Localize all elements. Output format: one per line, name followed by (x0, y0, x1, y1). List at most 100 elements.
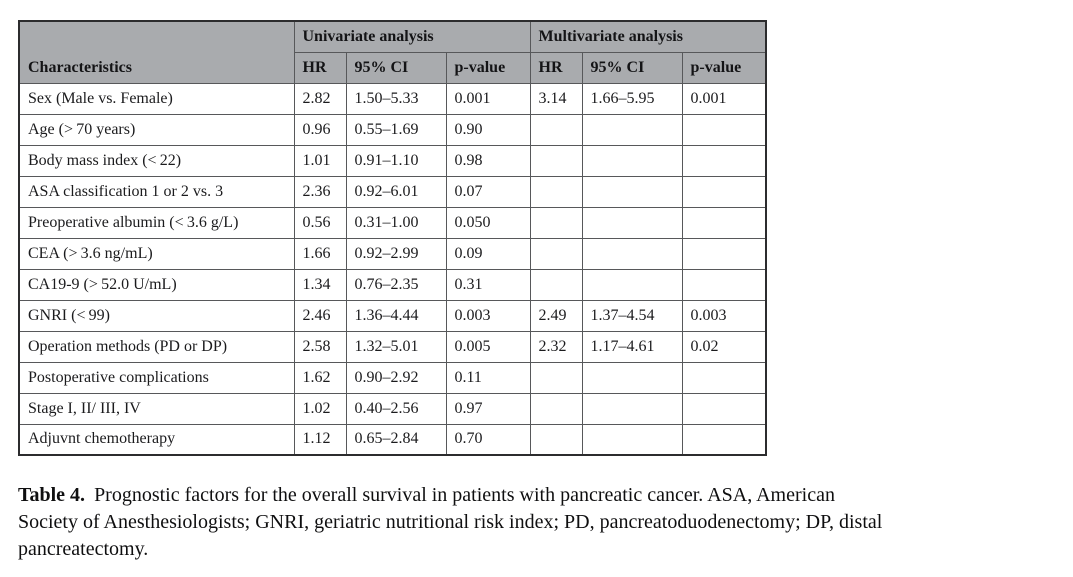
uni-hr-cell: 2.46 (293, 299, 347, 332)
uni-p-cell: 0.98 (445, 144, 531, 177)
multi-ci-cell: 1.37–4.54 (581, 299, 683, 332)
characteristic-cell: Body mass index (< 22) (18, 144, 295, 177)
multi-hr-cell (529, 113, 583, 146)
multi-p-cell (681, 144, 767, 177)
multi-hr-cell (529, 175, 583, 208)
uni-ci-cell: 0.92–2.99 (345, 237, 447, 270)
uni-p-cell: 0.70 (445, 423, 531, 456)
multi-hr-cell (529, 268, 583, 301)
characteristic-cell: Postoperative complications (18, 361, 295, 394)
uni-p-cell: 0.050 (445, 206, 531, 239)
table-row: CEA (> 3.6 ng/mL) 1.66 0.92–2.99 0.09 (18, 237, 767, 270)
multi-ci-cell (581, 423, 683, 456)
uni-hr-cell: 2.36 (293, 175, 347, 208)
uni-hr-cell: 1.34 (293, 268, 347, 301)
caption-line: pancreatectomy. (18, 538, 149, 560)
multi-hr-cell (529, 361, 583, 394)
table-row: Age (> 70 years) 0.96 0.55–1.69 0.90 (18, 113, 767, 146)
multi-hr-header: HR (529, 51, 583, 84)
multi-hr-cell: 2.32 (529, 330, 583, 363)
multi-p-cell (681, 268, 767, 301)
uni-p-cell: 0.90 (445, 113, 531, 146)
caption-text: Prognostic factors for the overall survi… (94, 484, 835, 506)
table-row: ASA classification 1 or 2 vs. 3 2.36 0.92–… (18, 175, 767, 208)
multi-hr-cell (529, 144, 583, 177)
characteristic-cell: CA19-9 (> 52.0 U/mL) (18, 268, 295, 301)
multi-ci-cell: 1.17–4.61 (581, 330, 683, 363)
multi-hr-cell (529, 237, 583, 270)
multi-ci-cell (581, 237, 683, 270)
uni-ci-cell: 1.50–5.33 (345, 82, 447, 115)
characteristic-cell: GNRI (< 99) (18, 299, 295, 332)
uni-hr-cell: 0.96 (293, 113, 347, 146)
multi-hr-cell (529, 392, 583, 425)
multi-ci-cell (581, 392, 683, 425)
uni-p-cell: 0.11 (445, 361, 531, 394)
table-row: Adjuvnt chemotherapy 1.12 0.65–2.84 0.70 (18, 423, 767, 456)
characteristic-cell: Preoperative albumin (< 3.6 g/L) (18, 206, 295, 239)
multi-p-cell (681, 175, 767, 208)
table-caption: Table 4. Prognostic factors for the overa… (18, 482, 1068, 563)
multi-p-cell (681, 206, 767, 239)
table-row: Preoperative albumin (< 3.6 g/L) 0.56 0.31… (18, 206, 767, 239)
multi-hr-cell (529, 423, 583, 456)
prognostic-factors-table: Characteristics Univariate analysis Mult… (18, 20, 768, 456)
uni-ci-cell: 0.55–1.69 (345, 113, 447, 146)
characteristic-cell: Stage I, II/ III, IV (18, 392, 295, 425)
multi-ci-cell (581, 175, 683, 208)
multi-hr-cell: 2.49 (529, 299, 583, 332)
characteristic-cell: ASA classification 1 or 2 vs. 3 (18, 175, 295, 208)
uni-hr-cell: 0.56 (293, 206, 347, 239)
uni-ci-cell: 0.40–2.56 (345, 392, 447, 425)
table-row: Operation methods (PD or DP) 2.58 1.32–5.0… (18, 330, 767, 363)
uni-hr-cell: 1.66 (293, 237, 347, 270)
caption-line: Table 4. Prognostic factors for the overa… (18, 482, 1068, 509)
uni-p-cell: 0.97 (445, 392, 531, 425)
multi-p-cell: 0.003 (681, 299, 767, 332)
uni-p-cell: 0.001 (445, 82, 531, 115)
multi-hr-cell (529, 206, 583, 239)
multi-p-cell (681, 392, 767, 425)
uni-p-cell: 0.09 (445, 237, 531, 270)
uni-p-header: p-value (445, 51, 531, 84)
uni-p-cell: 0.003 (445, 299, 531, 332)
uni-hr-cell: 1.02 (293, 392, 347, 425)
characteristics-header: Characteristics (18, 20, 295, 84)
multi-ci-cell (581, 144, 683, 177)
characteristic-cell: Age (> 70 years) (18, 113, 295, 146)
table-row: CA19-9 (> 52.0 U/mL) 1.34 0.76–2.35 0.31 (18, 268, 767, 301)
multi-ci-header: 95% CI (581, 51, 683, 84)
uni-hr-header: HR (293, 51, 347, 84)
table-row: Sex (Male vs. Female) 2.82 1.50–5.33 0.001 3… (18, 82, 767, 115)
multi-p-header: p-value (681, 51, 767, 84)
uni-ci-cell: 1.36–4.44 (345, 299, 447, 332)
characteristic-cell: Operation methods (PD or DP) (18, 330, 295, 363)
multi-p-cell: 0.02 (681, 330, 767, 363)
multi-ci-cell: 1.66–5.95 (581, 82, 683, 115)
univariate-group-header: Univariate analysis (293, 20, 531, 53)
multi-ci-cell (581, 268, 683, 301)
multi-ci-cell (581, 361, 683, 394)
caption-line: Society of Anesthesiologists; GNRI, geri… (18, 511, 883, 533)
multi-p-cell (681, 361, 767, 394)
uni-ci-cell: 0.91–1.10 (345, 144, 447, 177)
table-row: Body mass index (< 22) 1.01 0.91–1.10 0.98 (18, 144, 767, 177)
uni-p-cell: 0.07 (445, 175, 531, 208)
table-row: GNRI (< 99) 2.46 1.36–4.44 0.003 2.49 1.37–4.… (18, 299, 767, 332)
uni-hr-cell: 1.12 (293, 423, 347, 456)
multi-ci-cell (581, 206, 683, 239)
uni-hr-cell: 1.62 (293, 361, 347, 394)
table-body: Sex (Male vs. Female) 2.82 1.50–5.33 0.001 3… (18, 82, 767, 456)
uni-p-cell: 0.31 (445, 268, 531, 301)
column-header-row: HR 95% CI p-value HR 95% CI p-value (19, 51, 767, 84)
multi-p-cell (681, 113, 767, 146)
uni-ci-cell: 0.76–2.35 (345, 268, 447, 301)
table-row: Postoperative complications 1.62 0.90–2.92… (18, 361, 767, 394)
table-header: Characteristics Univariate analysis Mult… (18, 20, 767, 84)
characteristic-cell: Adjuvnt chemotherapy (18, 423, 295, 456)
caption-label: Table 4. (18, 484, 86, 506)
uni-ci-cell: 0.92–6.01 (345, 175, 447, 208)
multi-ci-cell (581, 113, 683, 146)
multi-p-cell: 0.001 (681, 82, 767, 115)
multi-hr-cell: 3.14 (529, 82, 583, 115)
